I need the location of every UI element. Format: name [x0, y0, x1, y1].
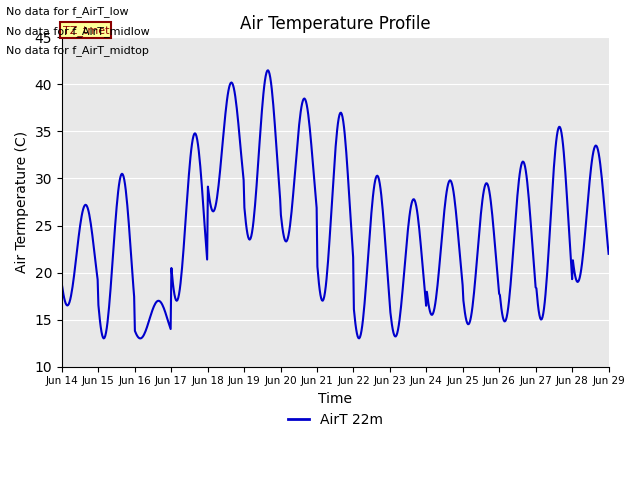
Title: Air Temperature Profile: Air Temperature Profile: [240, 15, 431, 33]
Text: TZ_tmet: TZ_tmet: [63, 24, 109, 36]
Text: No data for f_AirT_midtop: No data for f_AirT_midtop: [6, 45, 149, 56]
X-axis label: Time: Time: [318, 392, 352, 406]
Text: No data for f_AirT_midlow: No data for f_AirT_midlow: [6, 25, 150, 36]
Y-axis label: Air Termperature (C): Air Termperature (C): [15, 131, 29, 273]
Legend: AirT 22m: AirT 22m: [282, 407, 388, 432]
Text: No data for f_AirT_low: No data for f_AirT_low: [6, 6, 129, 17]
